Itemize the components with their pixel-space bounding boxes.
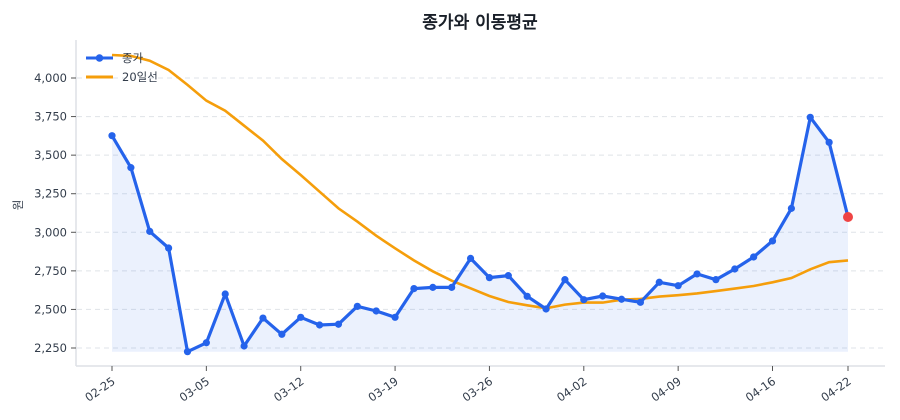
close-point bbox=[448, 283, 456, 291]
x-tick-label: 03-19 bbox=[365, 374, 400, 405]
close-point bbox=[146, 227, 154, 235]
close-point bbox=[504, 272, 512, 280]
close-point bbox=[353, 302, 361, 310]
close-point bbox=[372, 307, 380, 315]
close-point bbox=[617, 295, 626, 303]
close-point bbox=[429, 283, 437, 291]
y-tick-label: 2,750 bbox=[34, 264, 67, 278]
close-point bbox=[750, 253, 758, 261]
close-point bbox=[542, 305, 550, 313]
close-point bbox=[165, 244, 173, 252]
y-tick-label: 3,500 bbox=[34, 148, 67, 162]
close-point bbox=[391, 313, 399, 321]
close-price-area bbox=[112, 117, 848, 352]
y-tick-label: 2,250 bbox=[34, 341, 67, 355]
chart-title: 종가와 이동평균 bbox=[422, 13, 538, 33]
x-tick-label: 02-25 bbox=[82, 374, 117, 405]
close-point bbox=[825, 138, 833, 146]
last-close-point bbox=[843, 212, 853, 223]
x-tick-label: 03-12 bbox=[271, 374, 306, 405]
close-point bbox=[410, 285, 418, 293]
close-point bbox=[202, 339, 210, 347]
close-point bbox=[712, 276, 720, 284]
x-tick-label: 03-26 bbox=[460, 374, 495, 405]
close-point bbox=[183, 348, 192, 356]
close-point bbox=[806, 113, 814, 121]
close-point bbox=[636, 298, 645, 306]
x-tick-label: 04-16 bbox=[743, 374, 778, 405]
close-point bbox=[127, 164, 135, 172]
x-tick-label: 04-02 bbox=[554, 374, 589, 405]
close-point bbox=[240, 342, 248, 350]
close-point bbox=[315, 321, 324, 329]
close-point bbox=[108, 132, 116, 140]
close-point bbox=[485, 274, 494, 282]
close-point bbox=[334, 320, 343, 328]
y-tick-label: 3,000 bbox=[34, 225, 67, 239]
close-point bbox=[221, 290, 229, 298]
close-point bbox=[768, 237, 777, 245]
y-tick-label: 3,250 bbox=[34, 187, 67, 201]
legend-close-label: 종가 bbox=[122, 51, 144, 65]
x-tick-label: 04-09 bbox=[648, 374, 683, 405]
y-axis-label: 원 bbox=[11, 200, 25, 211]
close-point bbox=[523, 292, 531, 300]
close-point bbox=[655, 278, 663, 286]
legend: 종가 20일선 bbox=[86, 51, 158, 84]
close-point bbox=[674, 282, 682, 290]
x-tick-label: 04-22 bbox=[818, 374, 853, 405]
x-tick-label: 03-05 bbox=[177, 374, 212, 405]
close-point bbox=[466, 254, 475, 262]
y-tick-label: 3,750 bbox=[34, 110, 67, 124]
close-point bbox=[693, 270, 701, 278]
close-point bbox=[580, 296, 588, 304]
legend-close-marker bbox=[95, 54, 104, 62]
y-tick-label: 2,500 bbox=[34, 302, 67, 316]
close-point bbox=[787, 204, 795, 212]
close-point bbox=[599, 292, 607, 300]
close-point bbox=[278, 330, 286, 338]
legend-ma20-label: 20일선 bbox=[122, 70, 158, 84]
ma20-line bbox=[111, 53, 849, 310]
close-point bbox=[297, 313, 305, 321]
y-tick-label: 4,000 bbox=[34, 71, 67, 85]
close-point bbox=[561, 276, 569, 284]
close-point bbox=[731, 265, 739, 273]
close-price-line bbox=[110, 115, 850, 354]
close-point bbox=[259, 314, 267, 322]
